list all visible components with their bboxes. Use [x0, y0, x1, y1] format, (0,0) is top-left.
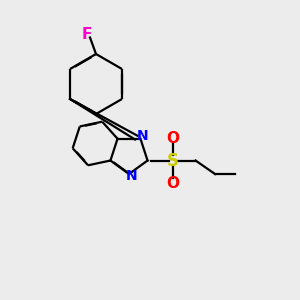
Text: N: N [126, 169, 137, 183]
Text: S: S [167, 152, 179, 169]
Text: N: N [137, 129, 149, 143]
Text: O: O [167, 130, 179, 146]
Text: O: O [167, 176, 179, 190]
Text: F: F [82, 27, 92, 42]
